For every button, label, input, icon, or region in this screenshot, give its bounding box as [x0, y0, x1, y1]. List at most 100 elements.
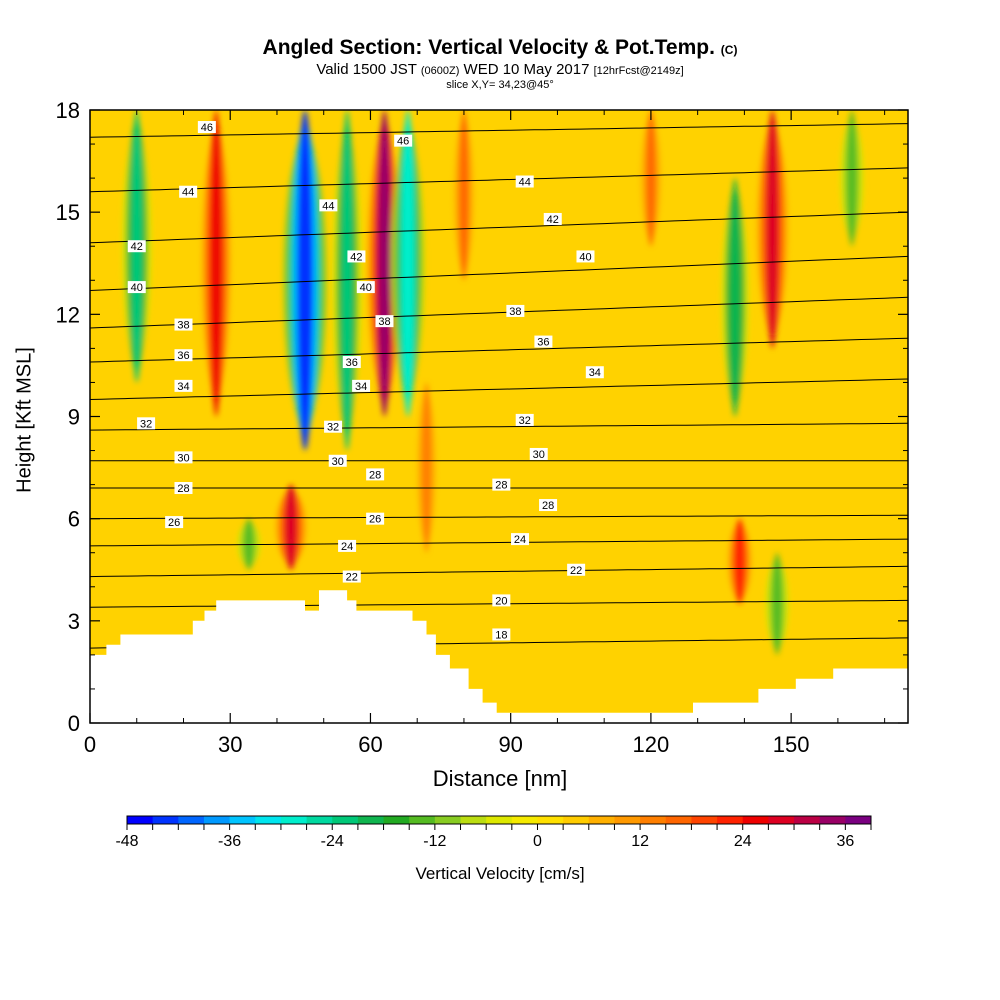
contour-label: 46: [394, 134, 413, 148]
contour-label-bg: [347, 250, 366, 263]
contour-label: 28: [539, 499, 558, 512]
contour-label-bg: [342, 356, 361, 369]
zulu-time: (0600Z): [420, 65, 460, 77]
contour-label-text: 46: [201, 122, 213, 134]
theta-contour-line: [90, 167, 908, 193]
colorbar-swatch: [332, 816, 359, 824]
contour-label-text: 28: [495, 480, 507, 492]
contour-label: 36: [534, 335, 553, 349]
colorbar-swatch: [178, 816, 205, 824]
contour-label-bg: [585, 366, 604, 379]
contour-label-bg: [515, 175, 534, 188]
contour-label-text: 28: [369, 469, 381, 481]
colorbar-tick-label: -12: [423, 833, 446, 850]
y-tick-label: 9: [68, 405, 80, 430]
contour-label-text: 40: [360, 282, 372, 294]
contour-label: 20: [492, 594, 511, 607]
x-tick-label: 150: [773, 732, 810, 757]
contour-label: 24: [338, 539, 357, 553]
contour-label: 44: [319, 199, 338, 212]
contour-label-text: 36: [537, 337, 549, 349]
contour-label-text: 30: [332, 456, 344, 468]
contour-label-text: 28: [177, 483, 189, 495]
contour-label: 40: [127, 281, 146, 294]
contour-label: 40: [356, 281, 375, 294]
velocity-cell: [646, 110, 656, 247]
contour-label-bg: [539, 499, 558, 512]
contour-label: 28: [174, 482, 193, 495]
theta-contour-line: [90, 123, 908, 138]
contour-label-text: 30: [533, 449, 545, 461]
contour-label-text: 36: [346, 357, 358, 369]
colorbar-swatch: [511, 816, 538, 824]
contour-label: 28: [492, 478, 511, 492]
contour-label: 38: [174, 318, 193, 332]
contour-label-text: 34: [177, 381, 189, 393]
x-tick-label: 30: [218, 732, 242, 757]
contour-label-bg: [356, 281, 375, 294]
contour-label-text: 18: [495, 629, 507, 641]
colorbar-tick-label: -48: [115, 833, 138, 850]
contour-label-bg: [576, 250, 595, 263]
colorbar-swatch: [229, 816, 256, 824]
contour-labels: 46 46 44 44 44 42 42 42 40 40 40 38 38 38 36 36 36 34 34 34…: [127, 121, 604, 641]
velocity-cell: [772, 552, 782, 655]
x-tick-label: 0: [84, 732, 96, 757]
theta-contour-line: [90, 337, 908, 363]
contour-label: 38: [506, 304, 525, 318]
colorbar-swatch: [280, 816, 308, 824]
colorbar-swatch: [563, 816, 590, 824]
contour-label-text: 26: [369, 514, 381, 526]
contour-label-bg: [174, 318, 193, 331]
contour-label-text: 38: [378, 316, 390, 328]
valid-time: Valid 1500 JST: [316, 61, 417, 78]
theta-contour-line: [90, 296, 908, 329]
contour-label-bg: [324, 420, 343, 433]
colorbar-swatch: [588, 816, 615, 824]
contour-label-bg: [515, 413, 534, 426]
chart-subtitle: Valid 1500 JST (0600Z) WED 10 May 2017 […: [0, 62, 1000, 79]
colorbar-tick-label: 0: [533, 833, 542, 850]
contour-label-bg: [511, 533, 530, 546]
y-axis-label: Height [Kft MSL]: [13, 347, 36, 493]
contour-label-bg: [179, 185, 198, 198]
velocity-cell: [296, 110, 314, 451]
theta-contour-line: [90, 211, 908, 244]
contour-label-text: 44: [182, 187, 194, 199]
contour-label-bg: [174, 379, 193, 392]
colorbar-swatch: [486, 816, 513, 824]
colorbar-tick-label: 12: [631, 833, 649, 850]
colorbar-swatch: [306, 816, 333, 824]
contour-label: 30: [529, 447, 548, 461]
contour-label-bg: [174, 349, 193, 362]
velocity-cell: [401, 110, 415, 417]
contour-label-bg: [534, 335, 553, 348]
terrain-mask: [90, 590, 908, 723]
contour-label: 44: [515, 175, 534, 189]
y-tick-label: 6: [68, 507, 80, 532]
velocity-cell: [729, 178, 741, 417]
contour-label-text: 38: [177, 320, 189, 332]
colorbar-frame: [126, 815, 872, 825]
terrain: [90, 590, 908, 723]
colorbar: -48 -36 -24 -12 0 12 24 36: [115, 815, 872, 850]
contour-label: 18: [492, 628, 511, 641]
colorbar-swatch: [255, 816, 282, 824]
contour-label-text: 26: [168, 517, 180, 529]
contour-label-bg: [366, 512, 385, 525]
contour-label: 36: [174, 349, 193, 362]
contour-label-text: 46: [397, 136, 409, 148]
contour-label-bg: [127, 240, 146, 253]
contour-label-bg: [506, 304, 525, 317]
contour-label: 42: [127, 240, 146, 253]
contour-label-bg: [342, 570, 361, 583]
contour-label-bg: [319, 199, 338, 212]
x-tick-label: 60: [358, 732, 382, 757]
contour-label: 44: [179, 185, 198, 199]
colorbar-swatch: [614, 816, 641, 824]
slice-info: slice X,Y= 34,23@45°: [446, 79, 554, 91]
theta-contour-line: [90, 378, 908, 400]
contour-label-text: 40: [579, 251, 591, 263]
contour-label: 40: [576, 250, 595, 263]
contour-label-text: 34: [355, 381, 367, 393]
